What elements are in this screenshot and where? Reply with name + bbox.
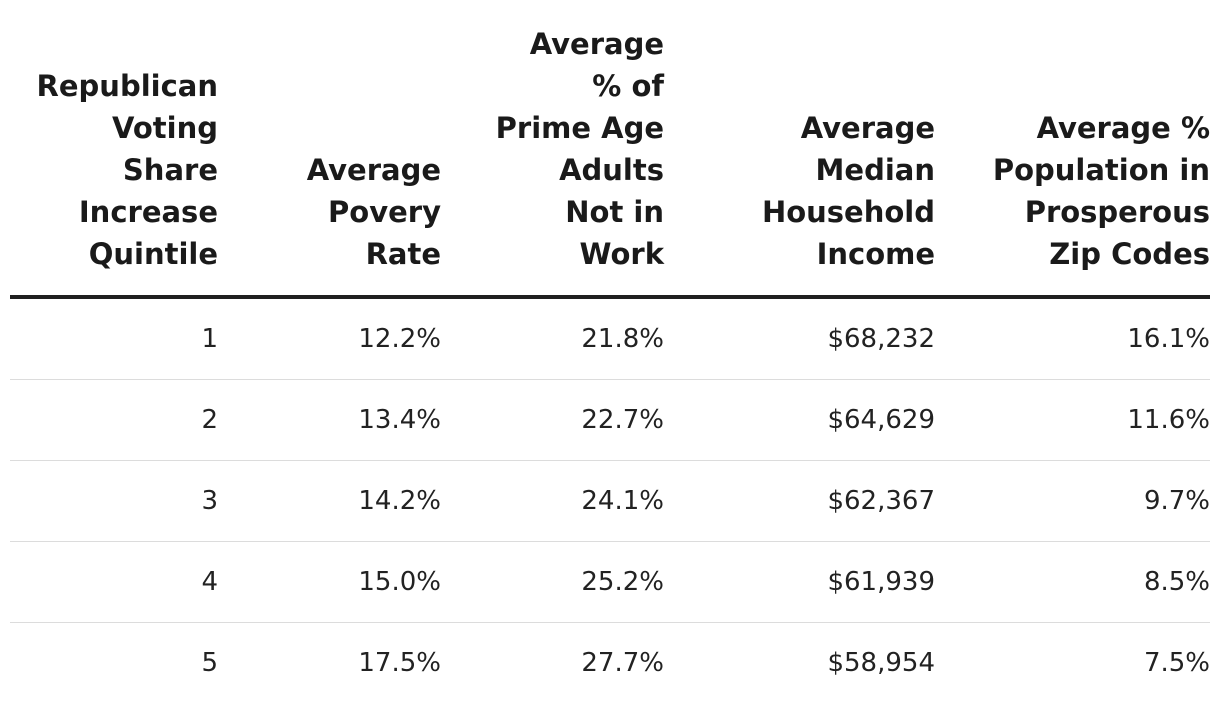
header-row: Republican Voting Share Increase Quintil… [10,0,1210,299]
header-line: Average [529,27,664,61]
table-row: 5 17.5% 27.7% $58,954 7.5% [10,623,1210,704]
column-header-prosperous-zip: Average % Population in Prosperous Zip C… [935,0,1210,299]
header-line: Zip Codes [1049,237,1210,271]
cell-quintile: 4 [10,541,218,623]
header-line: Average % [1036,111,1210,145]
column-header-quintile: Republican Voting Share Increase Quintil… [10,0,218,299]
data-table: Republican Voting Share Increase Quintil… [10,0,1210,703]
cell-median-income: $58,954 [827,648,935,678]
column-header-median-income: Average Median Household Income [664,0,935,299]
cell-median-income: $64,629 [664,379,935,461]
cell-poverty-rate: 13.4% [218,379,441,461]
cell-poverty-rate: 12.2% [218,297,441,380]
header-line: Not in [565,195,664,229]
cell-quintile: 2 [10,379,218,461]
table-header: Republican Voting Share Increase Quintil… [10,0,1210,299]
cell-not-in-work: 24.1% [441,460,664,542]
cell-quintile: 3 [10,460,218,542]
cell-not-in-work: 21.8% [441,297,664,380]
header-line: Adults [559,153,664,187]
header-line: Average [800,111,935,145]
cell-poverty-rate: 17.5% [358,648,441,678]
table-container: Republican Voting Share Increase Quintil… [10,0,1210,703]
header-line: Population in [992,153,1210,187]
column-header-not-in-work: Average % of Prime Age Adults Not in Wor… [441,0,664,299]
cell-prosperous-zip: 11.6% [935,379,1210,461]
cell-poverty-rate: 14.2% [218,460,441,542]
table-body: 1 12.2% 21.8% $68,232 16.1% 2 13.4% 22.7… [10,297,1210,703]
cell-poverty-rate: 15.0% [218,541,441,623]
table-row: 4 15.0% 25.2% $61,939 8.5% [10,541,1210,623]
header-line: Quintile [88,237,218,271]
cell-prosperous-zip: 9.7% [935,460,1210,542]
cell-prosperous-zip: 8.5% [935,541,1210,623]
header-line: Voting Share [112,111,218,187]
header-line: Income [816,237,935,271]
column-header-poverty-rate: Average Povery Rate [218,0,441,299]
cell-not-in-work: 25.2% [441,541,664,623]
header-line: Household [761,195,935,229]
cell-not-in-work: 27.7% [581,648,664,678]
header-line: % of [592,69,664,103]
table-row: 2 13.4% 22.7% $64,629 11.6% [10,379,1210,461]
cell-median-income: $68,232 [664,297,935,380]
header-line: Average [306,153,441,187]
table-row: 1 12.2% 21.8% $68,232 16.1% [10,297,1210,380]
header-line: Median [815,153,935,187]
cell-median-income: $61,939 [664,541,935,623]
cell-prosperous-zip: 7.5% [1143,648,1210,678]
header-line: Rate [365,237,441,271]
cell-quintile: 1 [10,297,218,380]
header-line: Prime Age [495,111,664,145]
cell-not-in-work: 22.7% [441,379,664,461]
cell-quintile: 5 [201,648,218,678]
header-line: Povery [328,195,441,229]
header-line: Increase [78,195,218,229]
header-line: Republican [36,69,218,103]
table-row: 3 14.2% 24.1% $62,367 9.7% [10,460,1210,542]
header-line: Work [579,237,664,271]
cell-median-income: $62,367 [664,460,935,542]
cell-prosperous-zip: 16.1% [935,297,1210,380]
header-line: Prosperous [1024,195,1210,229]
